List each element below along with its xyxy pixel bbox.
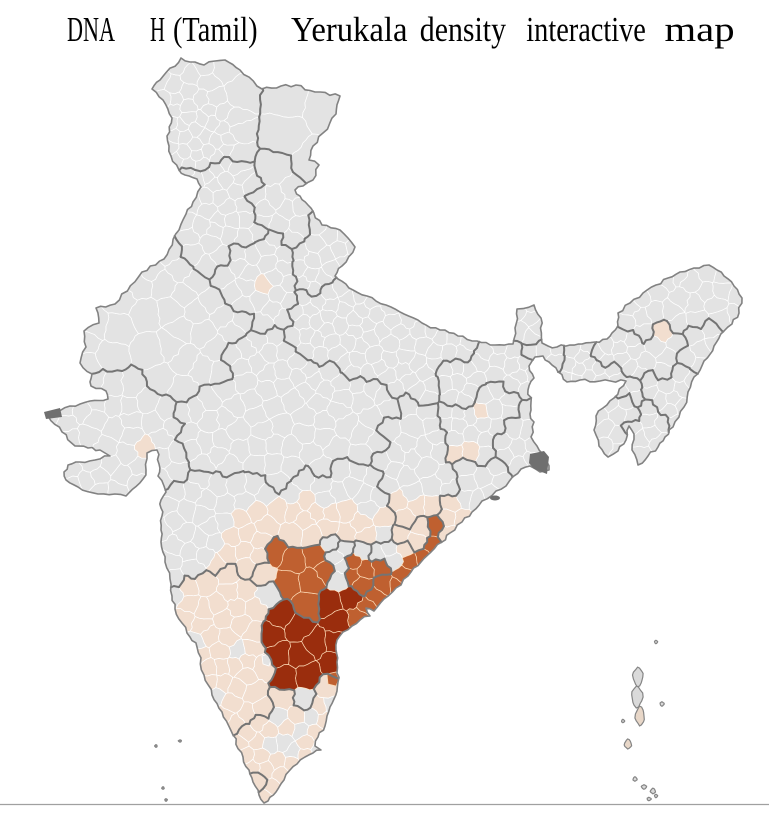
- svg-text:interactive: interactive: [526, 10, 646, 49]
- svg-text:DNA: DNA: [67, 10, 115, 49]
- svg-text:map: map: [665, 10, 735, 49]
- svg-text:(Tamil): (Tamil): [173, 10, 258, 49]
- svg-text:Yerukala: Yerukala: [291, 10, 408, 49]
- svg-text:H: H: [150, 10, 165, 49]
- svg-text:density: density: [420, 10, 507, 49]
